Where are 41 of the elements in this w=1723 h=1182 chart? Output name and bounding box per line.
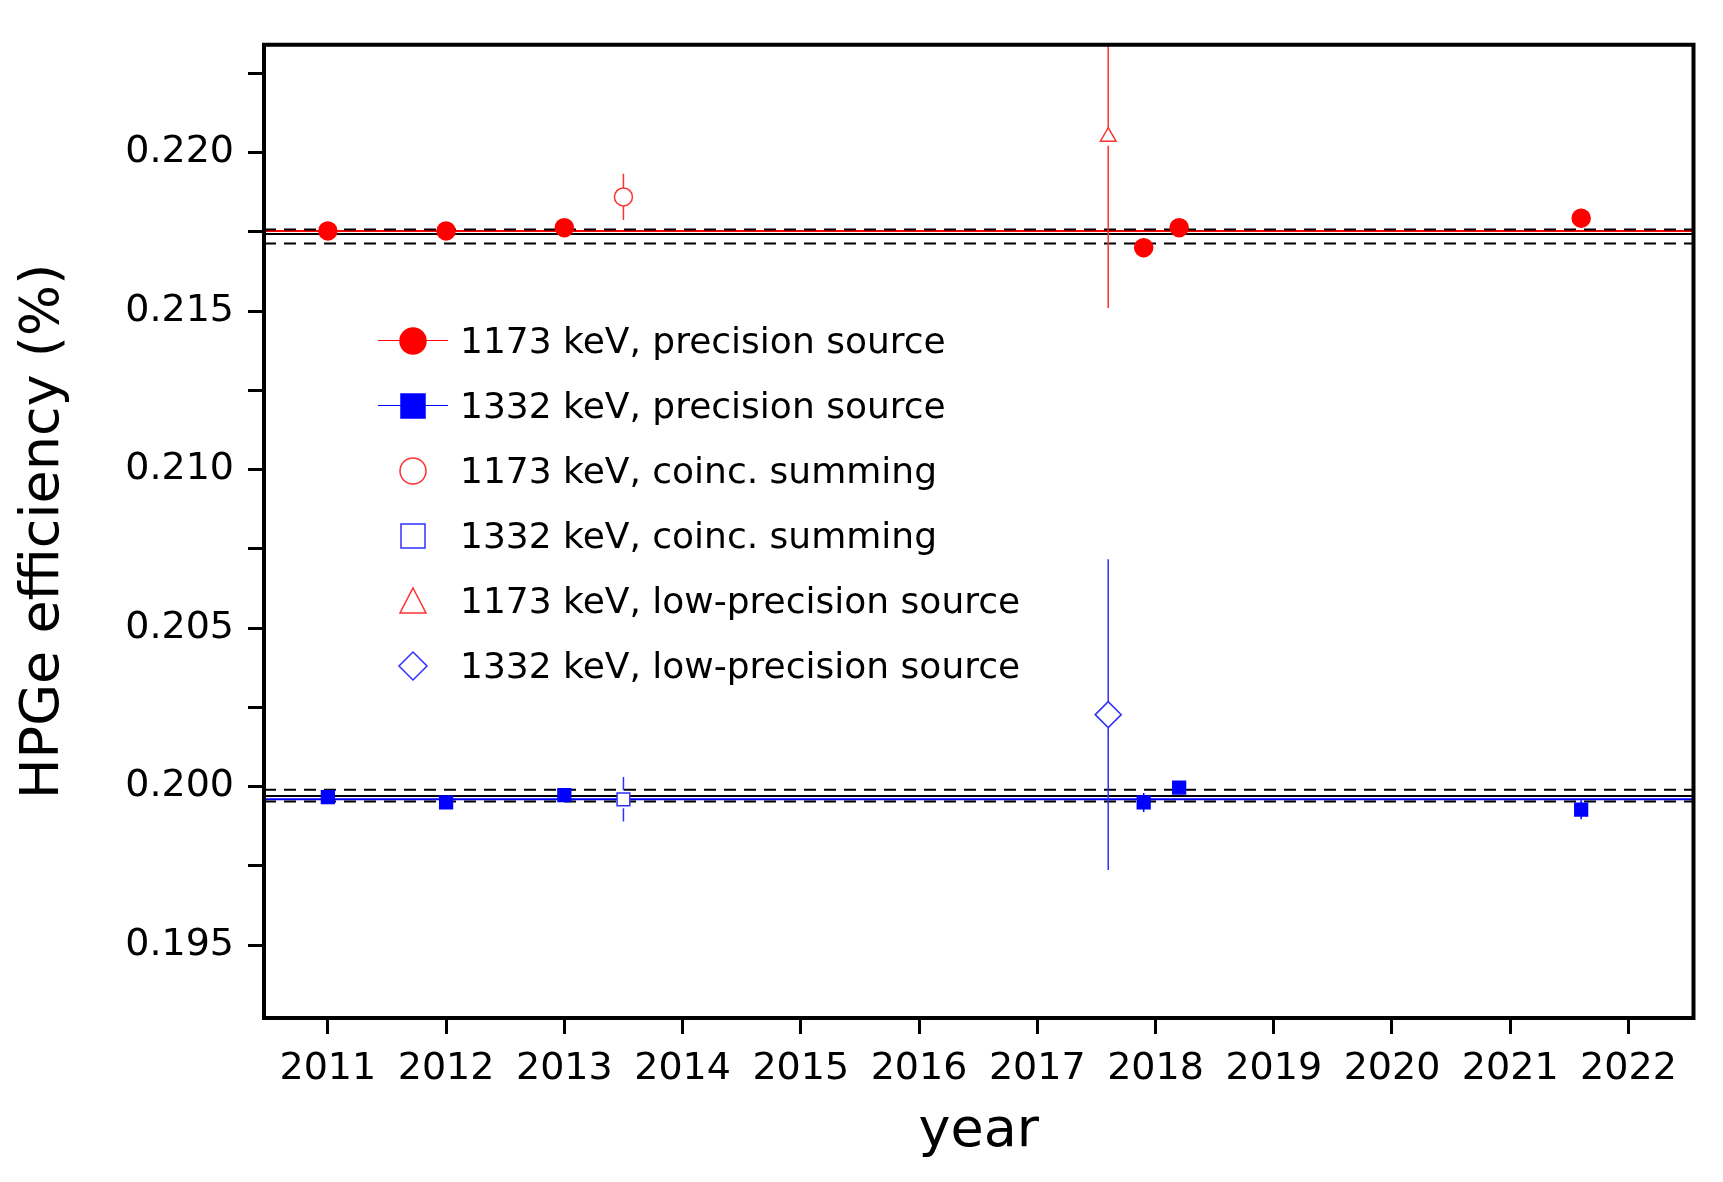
point (554, 217, 575, 238)
x-tick-label: 2017 (988, 1043, 1086, 1088)
legend-label: 1332 keV, coinc. summing (460, 515, 937, 556)
point (1136, 795, 1151, 810)
point (436, 221, 456, 241)
legend-label: 1332 keV, precision source (460, 385, 946, 426)
point (1133, 237, 1154, 258)
point (613, 187, 634, 207)
x-axis-title: year (918, 1095, 1040, 1159)
x-tick-label: 2021 (1461, 1043, 1559, 1088)
point (1094, 700, 1122, 729)
y-tick-label: 0.200 (125, 761, 234, 806)
x-tick-label: 2014 (634, 1043, 731, 1088)
point (1172, 780, 1187, 795)
point (318, 221, 338, 241)
legend-label: 1173 keV, coinc. summing (460, 450, 937, 491)
y-tick-label: 0.210 (125, 444, 234, 489)
x-tick-label: 2020 (1343, 1043, 1441, 1088)
y-tick-label: 0.195 (125, 919, 234, 964)
y-tick-label: 0.215 (125, 285, 234, 330)
y-axis-title: HPGe efficiency (%) (8, 263, 72, 800)
x-tick-label: 2011 (279, 1043, 377, 1088)
x-tick-label: 2022 (1580, 1043, 1677, 1088)
legend-label: 1173 keV, precision source (460, 320, 946, 361)
legend-label: 1332 keV, low-precision source (460, 645, 1021, 686)
x-tick-label: 2015 (752, 1043, 850, 1088)
x-tick-label: 2012 (397, 1043, 495, 1088)
x-tick-label: 2018 (1107, 1043, 1204, 1088)
x-tick-label: 2016 (870, 1043, 968, 1088)
x-tick-label: 2013 (515, 1043, 613, 1088)
point (320, 789, 335, 805)
x-tick-label: 2019 (1225, 1043, 1323, 1088)
point (557, 788, 572, 803)
point (1574, 802, 1589, 817)
point (1169, 217, 1189, 238)
point (438, 795, 454, 810)
legend-label: 1173 keV, low-precision source (460, 580, 1021, 621)
y-tick-label: 0.205 (125, 602, 234, 647)
point (616, 792, 631, 807)
y-tick-label: 0.220 (125, 127, 234, 172)
point (1571, 208, 1591, 228)
